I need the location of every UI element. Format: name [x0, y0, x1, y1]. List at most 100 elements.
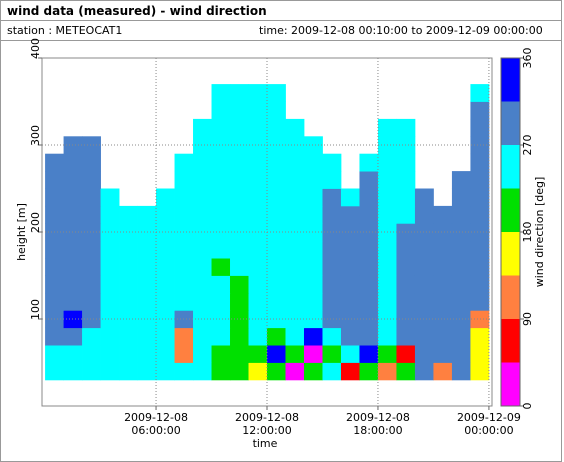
heat-cell [433, 258, 453, 276]
heat-cell [82, 345, 101, 363]
heat-cell [45, 292, 64, 311]
colorbar-band [501, 232, 520, 276]
heat-cell [396, 345, 416, 363]
heat-cell [100, 327, 120, 346]
heat-cell [156, 188, 175, 207]
heat-cell [63, 188, 83, 207]
heat-cell [211, 223, 231, 242]
heat-cell [470, 327, 490, 346]
heat-cell [470, 258, 490, 276]
heat-cell [137, 223, 157, 242]
heat-cell [211, 101, 231, 120]
heat-cell [100, 310, 120, 329]
heat-cell [211, 188, 231, 207]
heat-cell [137, 240, 157, 259]
heat-cell [322, 240, 342, 259]
heat-cell [303, 327, 323, 346]
heat-cell [230, 223, 249, 242]
heat-cell [303, 136, 323, 155]
heat-cell [285, 345, 305, 363]
heat-cell [82, 240, 101, 259]
heat-cell [63, 136, 83, 155]
heat-cell [303, 240, 323, 259]
heat-cell [211, 153, 231, 172]
x-tick-label: 2009-12-08 12:00:00 [235, 411, 299, 437]
heat-cell [230, 258, 249, 276]
heat-cell [396, 327, 416, 346]
heat-cell [63, 327, 83, 346]
colorbar-band [501, 101, 520, 145]
heat-cell [45, 240, 64, 259]
heat-cell [433, 240, 453, 259]
heat-cell [377, 258, 397, 276]
heat-cell [248, 101, 268, 120]
heat-cell [82, 205, 101, 224]
heat-cell [396, 205, 416, 224]
heat-cell [322, 275, 342, 294]
heat-cell [433, 205, 453, 224]
heat-cell [230, 118, 249, 137]
heat-cell [100, 188, 120, 207]
heat-cell [377, 275, 397, 294]
heat-cell [414, 275, 434, 294]
heat-cell [303, 171, 323, 189]
heat-cell [156, 240, 175, 259]
x-tick-label: 2009-12-08 06:00:00 [124, 411, 188, 437]
heat-cell [470, 292, 490, 311]
heat-cell [414, 205, 434, 224]
heat-cell [377, 345, 397, 363]
heat-cell [267, 205, 286, 224]
heat-cell [174, 153, 194, 172]
x-tick-label: 2009-12-08 18:00:00 [345, 411, 410, 437]
colorbar-band [501, 188, 520, 232]
heat-cell [82, 153, 101, 172]
heat-cell [193, 327, 212, 346]
heat-cell [451, 258, 471, 276]
heat-cell [156, 258, 175, 276]
heat-cell [414, 310, 434, 329]
heat-cell [137, 362, 157, 381]
heat-cell [100, 205, 120, 224]
heat-cell [414, 223, 434, 242]
y-axis-label: height [m] [15, 203, 28, 261]
heat-cell [119, 327, 138, 346]
heat-cell [414, 188, 434, 207]
heat-cell [100, 362, 120, 381]
heat-cell [63, 345, 83, 363]
heat-cell [340, 205, 360, 224]
heat-cell [433, 310, 453, 329]
heat-cell [45, 345, 64, 363]
heat-cell [359, 258, 379, 276]
heat-cell [248, 327, 268, 346]
heat-cell [119, 362, 138, 381]
heat-cell [267, 153, 286, 172]
heat-cell [82, 136, 101, 155]
heat-cell [230, 327, 249, 346]
heat-cell [137, 310, 157, 329]
heat-cell [248, 345, 268, 363]
heat-cell [230, 153, 249, 172]
chart-title: wind data (measured) - wind direction [0, 0, 562, 21]
heat-cell [82, 223, 101, 242]
heat-cell [82, 171, 101, 189]
heat-cell [451, 327, 471, 346]
heat-cell [470, 153, 490, 172]
heat-cell [211, 118, 231, 137]
heat-cell [285, 292, 305, 311]
heat-cell [193, 258, 212, 276]
heat-cell [193, 310, 212, 329]
heat-cell [377, 240, 397, 259]
heat-cell [119, 275, 138, 294]
heat-cell [137, 258, 157, 276]
heat-cell [433, 362, 453, 381]
heat-cell [285, 205, 305, 224]
heat-cell [193, 275, 212, 294]
colorbar-band [501, 362, 520, 406]
heat-cell [211, 292, 231, 311]
heat-cell [377, 153, 397, 172]
y-tick-label: 200 [29, 212, 42, 233]
heat-cell [285, 188, 305, 207]
heat-cell [359, 310, 379, 329]
heat-cell [82, 258, 101, 276]
